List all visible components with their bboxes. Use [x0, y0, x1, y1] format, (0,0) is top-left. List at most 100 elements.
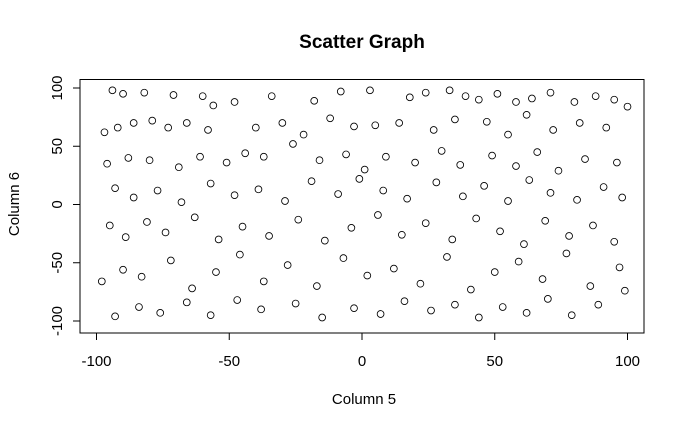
data-point — [182, 119, 191, 127]
data-point — [294, 215, 303, 224]
data-point — [549, 126, 557, 134]
data-point — [546, 189, 555, 197]
data-point — [589, 221, 597, 230]
data-point — [581, 155, 589, 163]
data-point — [538, 275, 547, 283]
data-point — [504, 130, 512, 139]
data-point — [135, 303, 143, 311]
data-point — [525, 176, 534, 184]
data-point — [161, 228, 170, 237]
data-point — [281, 197, 289, 205]
data-point — [421, 219, 430, 227]
data-point — [156, 309, 165, 317]
data-point — [451, 300, 459, 309]
data-point — [472, 214, 480, 223]
data-point — [350, 122, 358, 131]
data-point — [196, 152, 204, 161]
x-tick-label: -50 — [218, 353, 240, 370]
data-point — [318, 313, 326, 322]
chart-title: Scatter Graph — [299, 32, 425, 53]
data-point — [299, 130, 308, 139]
y-tick-label: 50 — [49, 138, 66, 155]
data-point — [456, 161, 465, 169]
data-point — [573, 196, 581, 204]
data-point — [241, 149, 250, 158]
data-point — [363, 271, 372, 280]
data-point — [618, 193, 627, 202]
data-point — [257, 305, 265, 314]
data-point — [251, 123, 260, 132]
data-point — [613, 158, 621, 167]
data-point — [140, 88, 149, 97]
x-axis: -100 -50 0 50 100 — [81, 332, 640, 370]
data-point — [504, 197, 512, 205]
data-point — [514, 257, 523, 266]
data-point — [153, 186, 162, 195]
x-tick-label: -100 — [81, 353, 111, 370]
data-point — [493, 89, 502, 98]
data-point — [206, 179, 215, 188]
data-point — [400, 297, 409, 306]
data-point — [97, 277, 106, 286]
data-point — [451, 115, 459, 124]
data-point — [416, 279, 425, 288]
data-point — [137, 272, 146, 281]
x-tick-label: 50 — [486, 353, 503, 370]
data-point — [342, 150, 350, 159]
data-point — [522, 309, 531, 317]
data-point — [129, 119, 138, 127]
data-point — [105, 221, 114, 230]
data-point — [562, 249, 571, 258]
data-point — [403, 194, 411, 203]
data-point — [278, 119, 287, 127]
data-point — [544, 295, 552, 303]
data-point — [599, 183, 608, 191]
data-point — [143, 218, 151, 226]
data-point — [411, 158, 419, 167]
data-point — [376, 310, 385, 318]
y-tick-label: 100 — [49, 75, 66, 100]
data-point — [461, 92, 470, 100]
x-tick-label: 0 — [358, 353, 366, 370]
x-axis-label: Column 5 — [332, 391, 396, 408]
data-point — [432, 178, 441, 187]
data-point — [230, 98, 239, 106]
data-point — [238, 222, 247, 231]
data-point — [488, 151, 496, 160]
data-point — [291, 299, 300, 308]
data-point — [490, 268, 499, 276]
data-point — [350, 304, 358, 313]
data-point — [371, 121, 380, 130]
data-point — [190, 213, 199, 222]
data-point — [289, 140, 297, 148]
data-point — [307, 177, 316, 186]
data-point — [382, 152, 390, 161]
data-point — [445, 86, 454, 95]
data-point — [448, 235, 457, 244]
data-point — [594, 300, 603, 309]
data-point — [546, 88, 555, 97]
data-point — [204, 126, 212, 134]
data-point — [347, 223, 356, 232]
data-point — [259, 277, 268, 286]
data-point — [355, 175, 364, 183]
data-point — [236, 250, 244, 259]
data-point — [482, 117, 491, 126]
data-point — [610, 237, 619, 246]
data-point — [366, 86, 374, 95]
data-point — [570, 98, 579, 106]
data-point — [541, 216, 550, 225]
data-point — [108, 86, 117, 95]
data-point — [339, 254, 348, 262]
data-point — [395, 119, 403, 127]
data-point — [602, 123, 611, 132]
data-point — [398, 230, 406, 239]
data-point — [174, 163, 183, 172]
data-point — [283, 261, 292, 269]
data-point — [121, 233, 130, 241]
y-tick-label: -100 — [49, 306, 66, 336]
data-point — [212, 268, 220, 276]
data-point — [390, 264, 398, 273]
data-point — [379, 186, 388, 195]
